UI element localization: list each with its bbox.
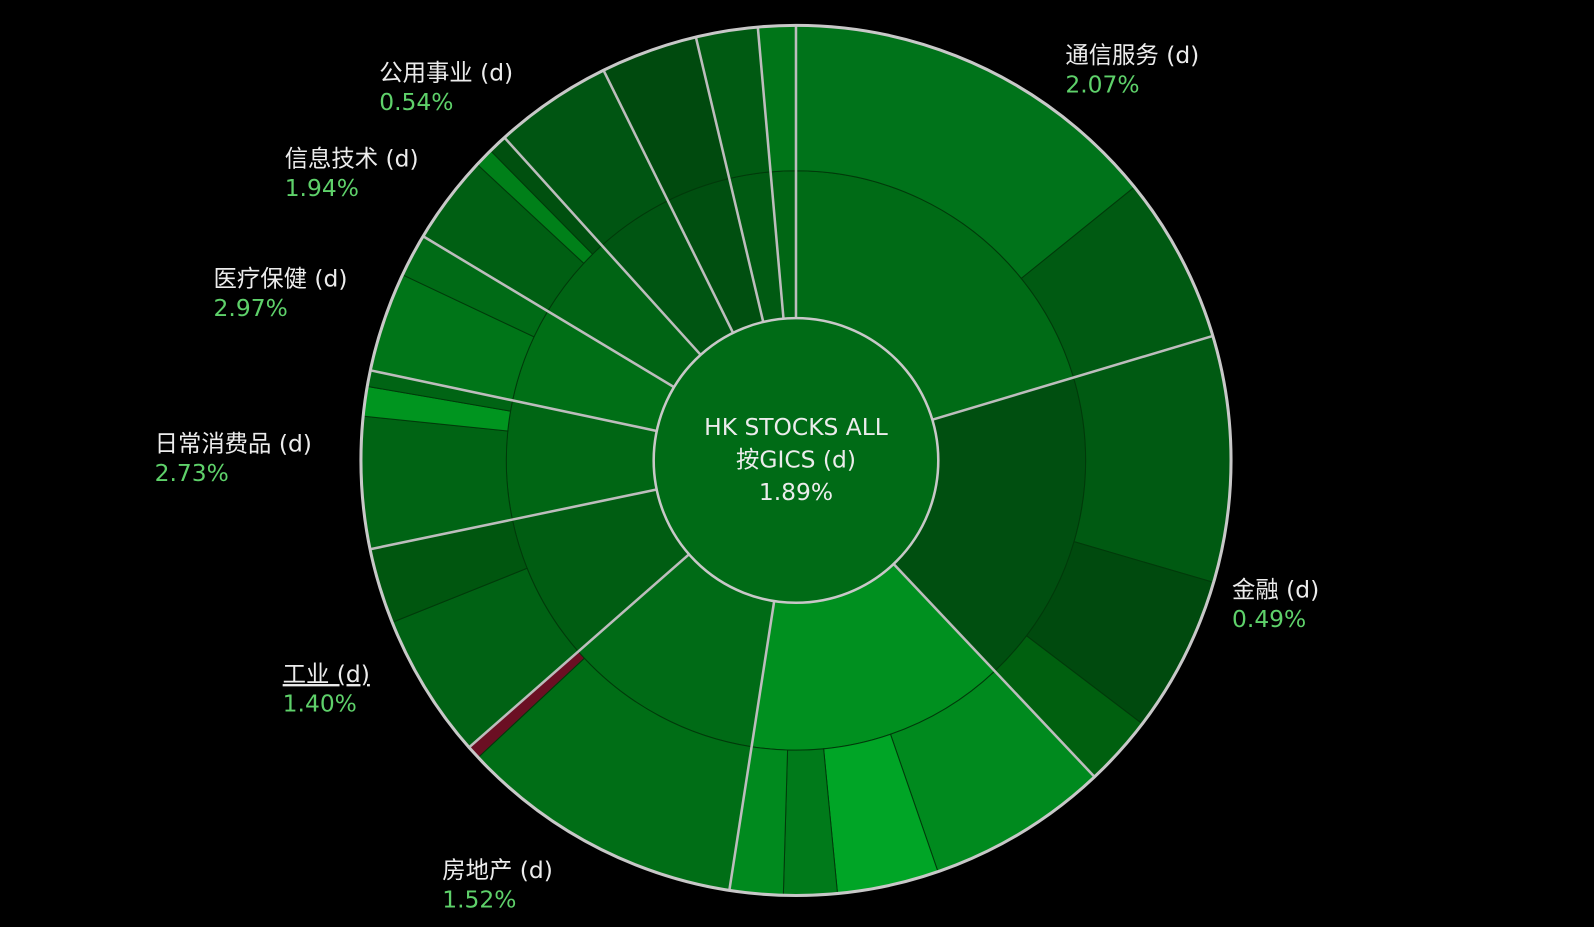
sector-divider: [503, 136, 702, 356]
sector-change: 2.07%: [1065, 70, 1139, 98]
sector-label[interactable]: 房地产 (d): [442, 856, 553, 884]
sector-label[interactable]: 公用事业 (d): [379, 58, 513, 86]
sector-change: 1.52%: [442, 886, 516, 914]
sector-label[interactable]: 工业 (d): [283, 660, 370, 688]
sector-divider: [694, 36, 765, 323]
sector-change: 2.97%: [214, 294, 288, 322]
labels: HK STOCKS ALL 按GICS (d) 1.89% 通信服务 (d)2.07%…: [155, 41, 1320, 914]
sector-divider: [728, 600, 776, 891]
center-title: HK STOCKS ALL: [704, 413, 888, 441]
sector-divider: [369, 488, 657, 551]
sector-label[interactable]: 金融 (d): [1232, 576, 1319, 604]
rings: [359, 23, 1233, 898]
sector-change: 2.73%: [155, 459, 229, 487]
sector-divider: [422, 235, 675, 389]
sector-label[interactable]: 信息技术 (d): [285, 145, 419, 173]
center-subtitle: 按GICS (d): [736, 446, 856, 474]
sector-divider: [370, 369, 658, 433]
sector-change: 0.49%: [1232, 605, 1306, 633]
sector-change: 1.40%: [283, 690, 357, 718]
sector-label[interactable]: 医疗保健 (d): [214, 265, 348, 293]
sector-divider: [756, 26, 785, 319]
sector-label[interactable]: 日常消费品 (d): [155, 429, 312, 457]
industry-slice[interactable]: [1072, 335, 1232, 584]
sector-divider: [602, 69, 735, 334]
sector-change: 0.54%: [379, 88, 453, 116]
sector-label[interactable]: 通信服务 (d): [1065, 41, 1199, 69]
sector-divider: [892, 563, 1096, 778]
sector-divider: [468, 553, 690, 749]
center-circle[interactable]: [652, 316, 940, 605]
outer-border: [359, 23, 1233, 898]
center-value: 1.89%: [759, 478, 833, 506]
sector-change: 1.94%: [285, 174, 359, 202]
sector-divider: [931, 334, 1214, 421]
